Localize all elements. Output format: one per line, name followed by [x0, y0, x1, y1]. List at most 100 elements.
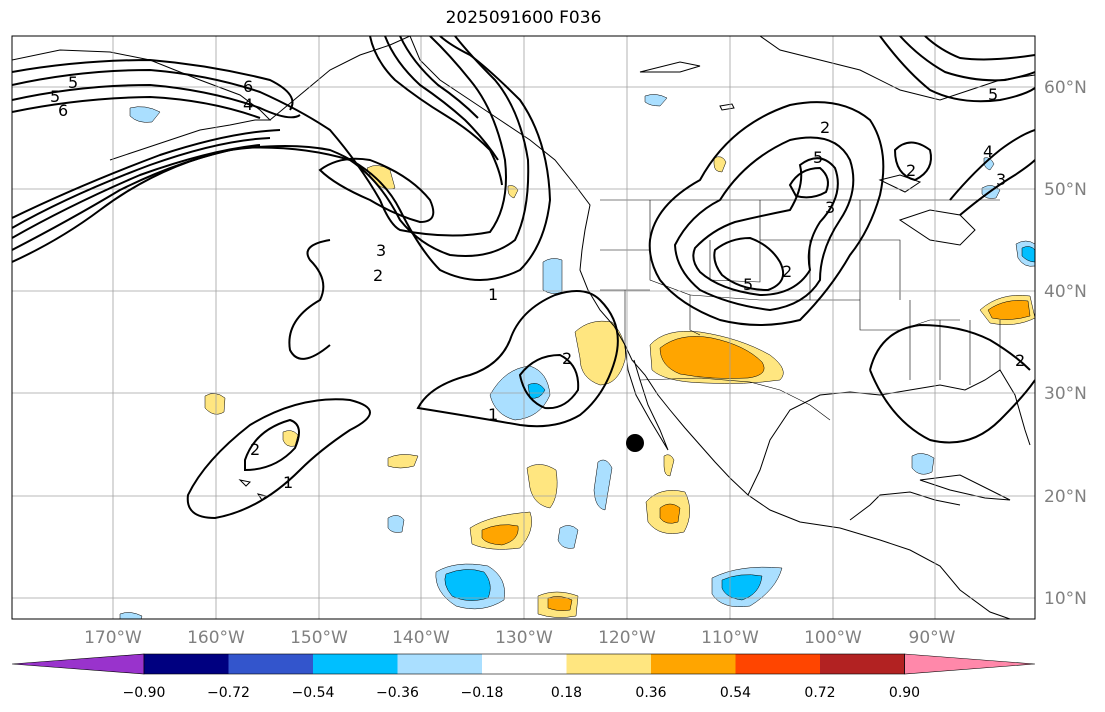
lon-label: 160°W	[187, 628, 245, 648]
lat-label: 60°N	[1044, 78, 1087, 98]
shade-blue-b	[644, 94, 668, 107]
contour-label: 4	[243, 95, 253, 114]
shade-blue-g-core	[721, 574, 763, 601]
colorbar-segment	[482, 654, 567, 674]
graticule	[12, 36, 1035, 619]
contour-jet-1	[12, 36, 552, 281]
contour-label: 1	[283, 473, 293, 492]
contour-label: 5	[50, 87, 60, 106]
contour-ne-outer	[879, 36, 1035, 103]
latitude-axis: 60°N 50°N 40°N 30°N 20°N 10°N	[1044, 78, 1087, 609]
shade-orange-c	[481, 524, 519, 546]
contour-2-west	[244, 418, 300, 472]
contour-1-west	[186, 398, 371, 520]
colorbar-tick-label: 0.90	[889, 685, 920, 701]
contour-ne-2	[899, 36, 1035, 82]
colorbar-tick-label: −0.72	[207, 685, 250, 701]
contour-jet-4	[12, 137, 271, 229]
shade-blue-c	[593, 459, 613, 511]
contour-label: 1	[488, 405, 498, 424]
contour-north-2	[12, 83, 301, 119]
colorbar-extend-high	[904, 653, 1036, 675]
shade-orange-e	[547, 596, 573, 611]
shade-blue-d	[557, 525, 579, 549]
contour-label: 5	[68, 73, 78, 92]
lat-label: 20°N	[1044, 487, 1087, 507]
shade-yellow-b	[526, 464, 558, 509]
shade-orange-d	[659, 503, 681, 524]
colorbar-segment	[313, 654, 398, 674]
contour-north-3	[12, 95, 261, 119]
shade-blue-oregon	[542, 258, 563, 294]
shade-yellow-f	[663, 454, 675, 477]
contour-ne-loop	[893, 141, 932, 182]
contour-label: 2	[906, 161, 916, 180]
colorbar-tick-label: −0.18	[461, 685, 504, 701]
shade-blue-f-core	[444, 569, 491, 601]
lon-label: 90°W	[909, 628, 956, 648]
colorbar-segment	[144, 654, 229, 674]
shade-yellow-g	[713, 156, 727, 173]
lat-label: 10°N	[1044, 589, 1087, 609]
contour-label: 5	[988, 85, 998, 104]
contour-label: 2	[562, 349, 572, 368]
contour-east-4	[959, 159, 1035, 216]
map-frame	[11, 35, 1036, 620]
colorbar-frame	[143, 653, 905, 675]
contour-labels: 5 6 5 6 4 3 2 1 2 1 2 1 2 5 3 5 2 4 3 5 …	[50, 73, 1025, 492]
lon-label: 100°W	[804, 628, 862, 648]
contour-label: 5	[743, 275, 753, 294]
contour-plains-4	[713, 236, 784, 292]
colorbar-tick-label: −0.54	[292, 685, 335, 701]
contour-label: 2	[373, 266, 383, 285]
colorbar-tick-label: 0.36	[635, 685, 666, 701]
contour-north-4	[12, 58, 294, 111]
contour-jet-5	[12, 129, 281, 219]
shade-blue-l	[119, 612, 143, 619]
lon-label: 130°W	[495, 628, 553, 648]
lon-label: 140°W	[392, 628, 450, 648]
contour-east-3	[949, 129, 1035, 201]
shade-blue-offshore-core	[527, 383, 546, 399]
lon-label: 120°W	[598, 628, 656, 648]
contour-label: 3	[825, 198, 835, 217]
contour-plains-2	[673, 136, 855, 312]
contour-plains-5	[788, 166, 829, 199]
contour-label: 4	[983, 142, 993, 161]
shade-blue-a	[129, 106, 161, 123]
lon-label: 110°W	[701, 628, 759, 648]
contour-label: 6	[243, 77, 253, 96]
contour-label: 3	[376, 241, 386, 260]
colorbar-tick-label: 0.18	[551, 685, 582, 701]
contour-label: 3	[996, 170, 1006, 189]
contour-east-2	[869, 369, 1035, 444]
colorbar-segment	[228, 654, 313, 674]
contours	[12, 36, 1035, 520]
shade-orange-southwest-core	[659, 336, 765, 379]
lat-label: 40°N	[1044, 282, 1087, 302]
contour-ne-3	[924, 36, 1035, 61]
shade-blue-h	[911, 453, 935, 475]
contour-north-7	[399, 36, 479, 119]
contour-jet-2	[12, 36, 530, 257]
longitude-axis: 170°W 160°W 150°W 140°W 130°W 120°W 110°…	[84, 628, 956, 648]
contour-plains-3	[692, 157, 839, 297]
colorbar: −0.90 −0.72 −0.54 −0.36 −0.18 0.18 0.36 …	[11, 653, 1036, 701]
colorbar-segment	[820, 654, 905, 674]
contour-label: 2	[250, 440, 260, 459]
lat-label: 50°N	[1044, 180, 1087, 200]
map-title: 2025091600 F036	[445, 8, 602, 28]
colorbar-tick-label: −0.90	[123, 685, 166, 701]
lat-label: 30°N	[1044, 384, 1087, 404]
colorbar-tick-label: 0.72	[804, 685, 835, 701]
contour-label: 5	[813, 148, 823, 167]
lon-label: 170°W	[84, 628, 142, 648]
contour-jet-3	[12, 144, 261, 239]
contour-label: 2	[820, 118, 830, 137]
colorbar-extend-low	[11, 653, 145, 675]
contour-1-offshore	[416, 290, 619, 428]
colorbar-segment	[651, 654, 736, 674]
contour-plains-outer	[648, 101, 885, 326]
storm-center-marker	[626, 434, 644, 452]
